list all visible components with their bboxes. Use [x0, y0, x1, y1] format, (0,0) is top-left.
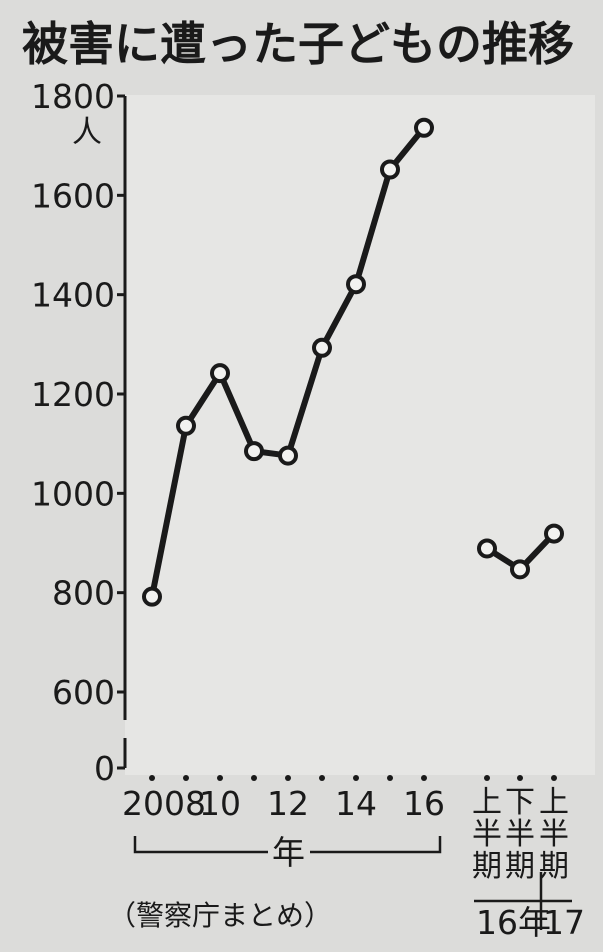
x-tick-dot	[421, 775, 427, 781]
x-tick-dot	[285, 775, 291, 781]
data-point-1	[477, 538, 497, 559]
half-year-label-char: 期	[505, 849, 535, 884]
x-tick-label: 16	[403, 784, 445, 823]
y-unit-label: 人	[72, 115, 102, 150]
x-tick-dot	[183, 775, 189, 781]
half-year-group-label-0: 16年	[476, 903, 551, 942]
y-tick-label: 1400	[31, 276, 115, 315]
half-year-label-char: 半	[472, 817, 502, 852]
data-point-0	[176, 415, 196, 436]
data-point-0	[142, 586, 162, 607]
data-point-0	[414, 117, 434, 138]
half-year-label-char: 半	[505, 817, 535, 852]
data-point-1	[510, 559, 530, 580]
half-year-label-char: 半	[539, 817, 569, 852]
data-point-0	[278, 445, 298, 466]
x-tick-dot	[149, 775, 155, 781]
y-tick-label: 600	[52, 673, 115, 712]
series-layer	[142, 117, 564, 607]
half-year-group: 16年 17	[474, 872, 585, 942]
x-tick-label: 14	[335, 784, 377, 823]
x-axis-label: 年	[272, 833, 305, 872]
x-tick-dot	[353, 775, 359, 781]
plot-area	[125, 95, 595, 775]
x-tick-label: 12	[267, 784, 309, 823]
half-year-label-char: 下	[505, 785, 535, 820]
year-bracket: 年	[133, 833, 442, 872]
x-tick-label: 2008	[122, 784, 206, 823]
half-year-label-char: 上	[472, 785, 502, 820]
half-year-label-char: 期	[472, 849, 502, 884]
x-tick-dot	[217, 775, 223, 781]
y-tick-label: 1800	[31, 77, 115, 116]
x-tick-dot	[319, 775, 325, 781]
x-tick-dot	[517, 775, 523, 781]
y-tick-label: 800	[52, 574, 115, 613]
data-point-0	[346, 274, 366, 295]
data-point-0	[312, 337, 332, 358]
y-tick-label: 1200	[31, 375, 115, 414]
source-note: （警察庁まとめ）	[108, 899, 332, 932]
x-tick-dot	[551, 775, 557, 781]
y-tick-label: 0	[94, 749, 115, 788]
half-year-label-char: 期	[539, 849, 569, 884]
y-axis: 0 600 800 1000 1200 1400 1600 1800	[31, 77, 127, 788]
y-tick-label: 1000	[31, 474, 115, 513]
x-tick-dot	[251, 775, 257, 781]
data-point-0	[210, 363, 230, 384]
data-point-1	[544, 523, 564, 544]
data-point-0	[380, 159, 400, 180]
chart-title: 被害に遭った子どもの推移	[22, 17, 574, 71]
data-point-0	[244, 441, 264, 462]
x-tick-dot	[484, 775, 490, 781]
x-tick-label: 10	[199, 784, 241, 823]
half-year-group-label-1: 17	[543, 903, 585, 942]
x-tick-dot	[387, 775, 393, 781]
half-year-label-char: 上	[539, 785, 569, 820]
y-tick-label: 1600	[31, 176, 115, 215]
